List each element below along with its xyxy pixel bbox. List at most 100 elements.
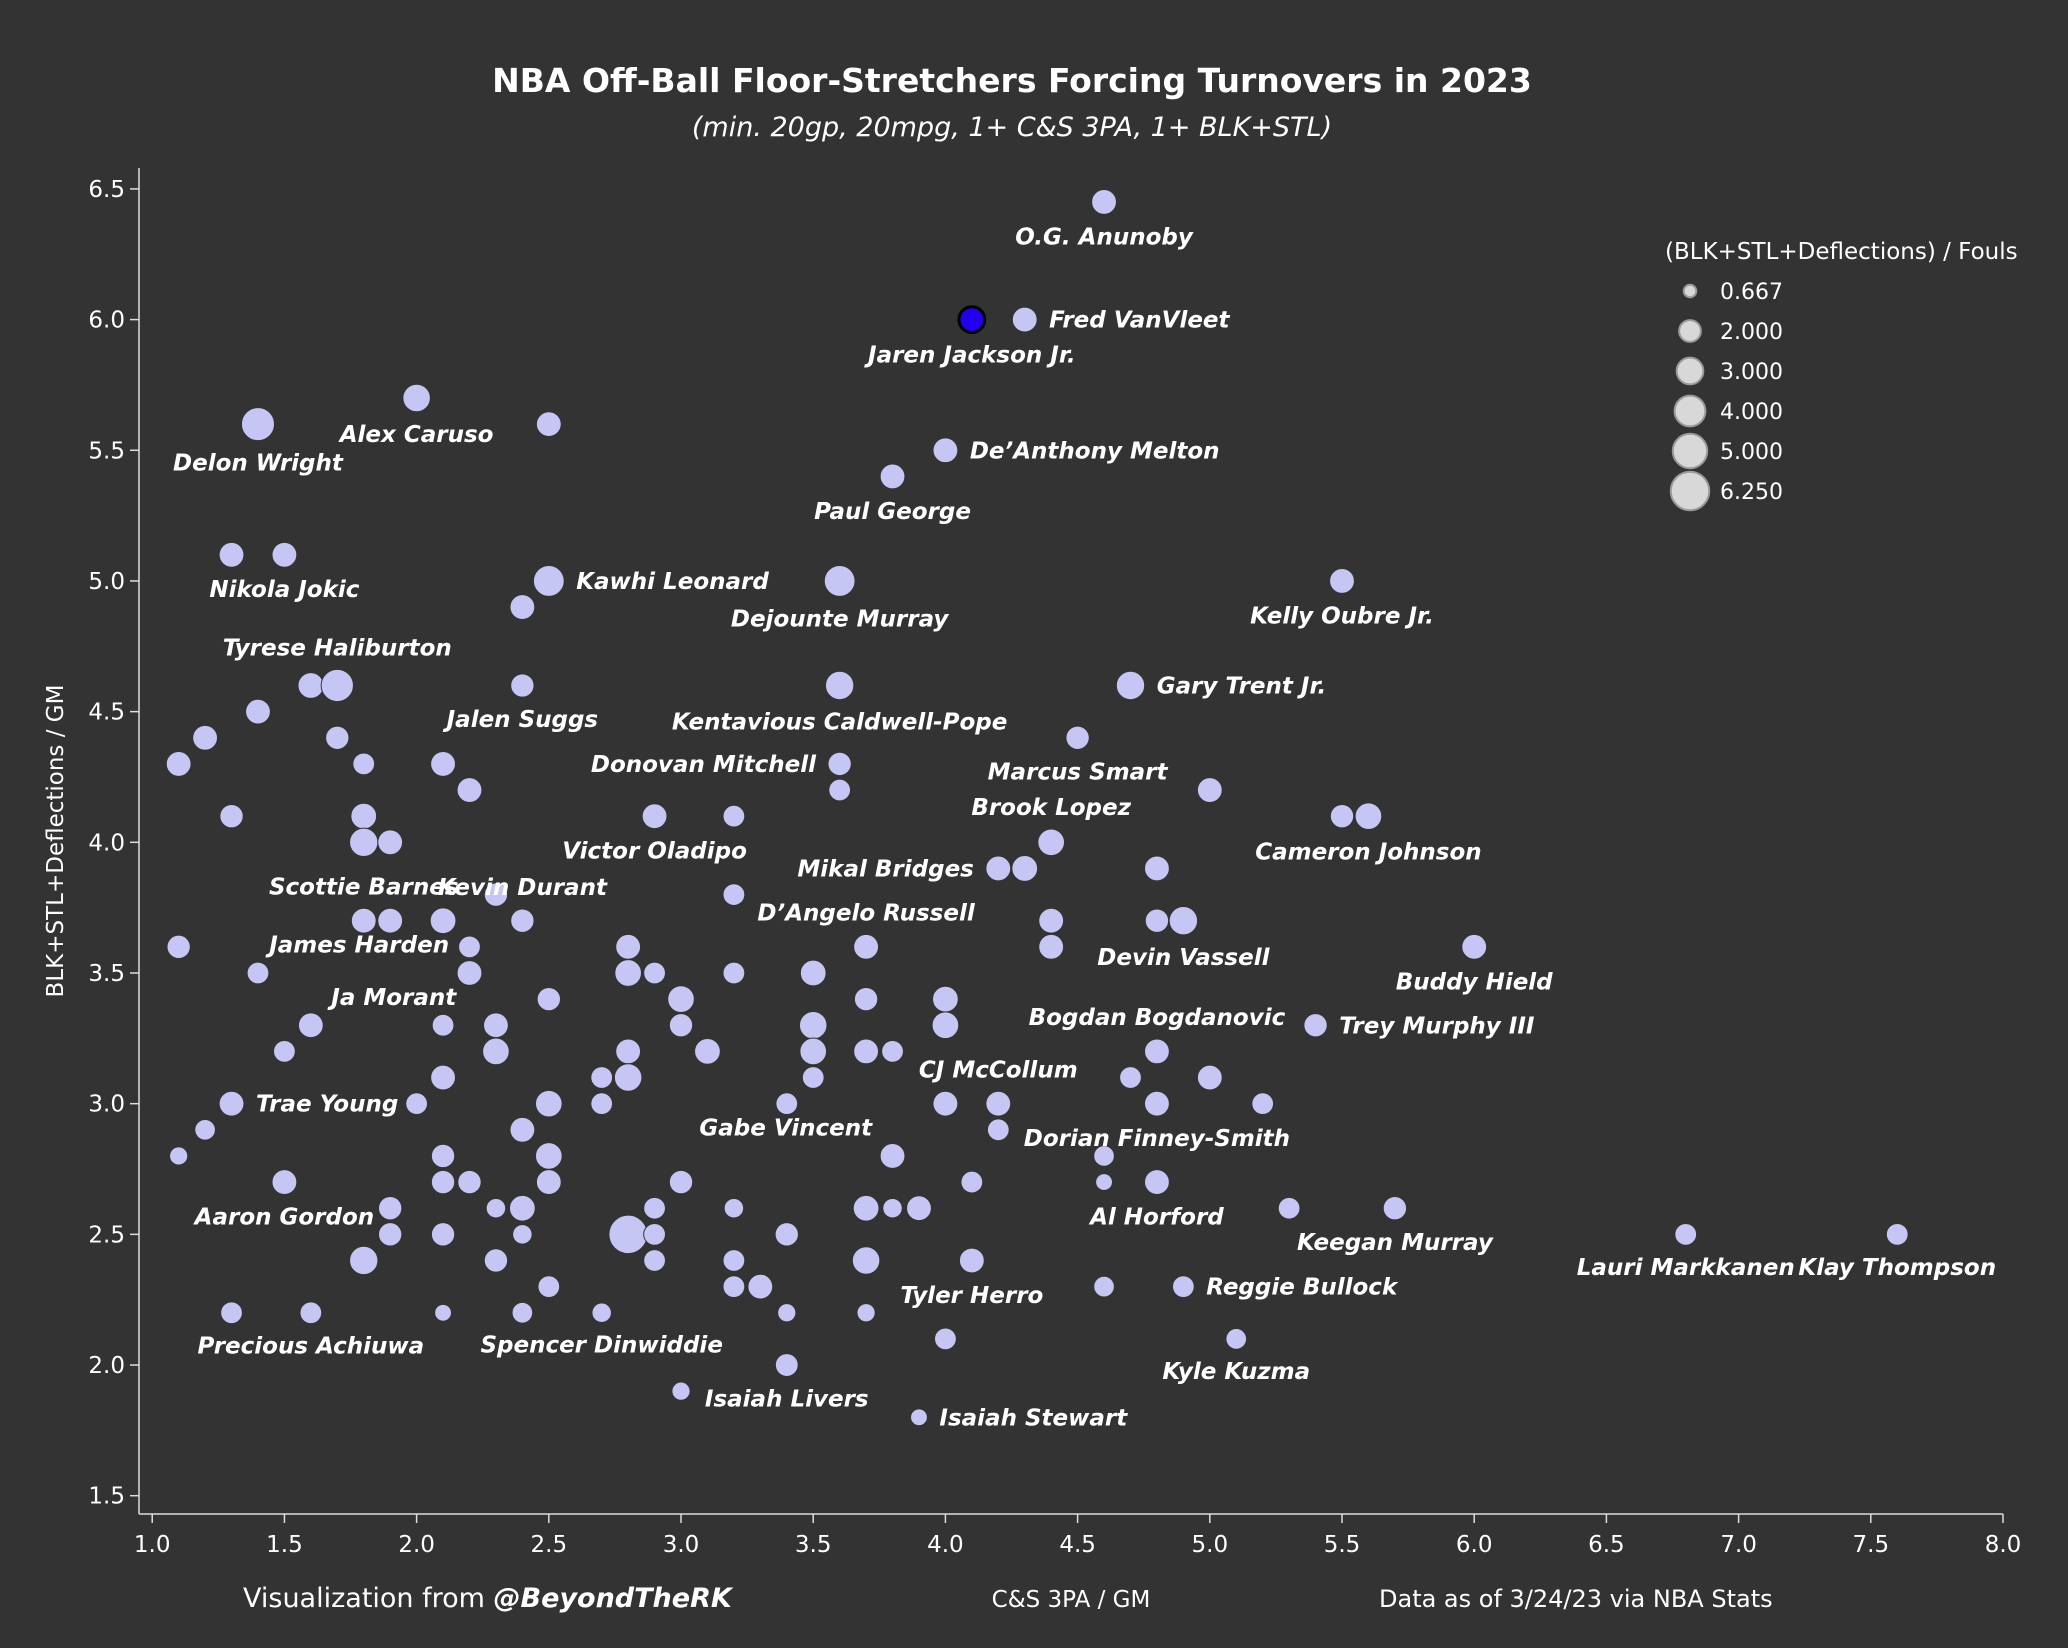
data-point bbox=[958, 1247, 985, 1274]
data-point bbox=[511, 1301, 534, 1324]
data-point bbox=[1168, 906, 1199, 936]
data-point bbox=[1277, 1196, 1301, 1220]
x-tick-label: 2.5 bbox=[531, 1532, 568, 1558]
point-label: Donovan Mitchell bbox=[591, 752, 817, 778]
data-point bbox=[1093, 1145, 1115, 1167]
credit-prefix: Visualization from bbox=[243, 1583, 494, 1614]
data-point bbox=[722, 1249, 746, 1272]
data-point bbox=[722, 961, 746, 985]
data-point bbox=[430, 1143, 456, 1169]
data-point bbox=[747, 1273, 774, 1300]
point-label: Klay Thompson bbox=[1798, 1255, 1996, 1281]
data-point bbox=[608, 1214, 648, 1255]
point-label: Tyler Herro bbox=[900, 1283, 1043, 1309]
x-axis-label: C&S 3PA / GM bbox=[992, 1587, 1151, 1613]
data-point bbox=[349, 827, 379, 858]
data-point bbox=[643, 1196, 666, 1220]
data-point bbox=[643, 1249, 666, 1272]
data-point bbox=[1144, 855, 1170, 882]
y-tick-label: 6.5 bbox=[88, 177, 125, 203]
x-tick-label: 8.0 bbox=[1985, 1532, 2022, 1558]
point-label: O.G. Anunoby bbox=[1015, 224, 1194, 250]
x-tick-label: 7.0 bbox=[1720, 1532, 1757, 1558]
data-point bbox=[986, 1118, 1010, 1142]
data-point bbox=[271, 1169, 298, 1195]
data-point bbox=[932, 985, 959, 1013]
point-label: Isaiah Stewart bbox=[939, 1405, 1128, 1431]
data-point bbox=[485, 1197, 507, 1219]
data-point bbox=[613, 1063, 643, 1092]
credit-handle: @BeyondTheRK bbox=[494, 1583, 734, 1614]
data-point bbox=[777, 1303, 797, 1323]
data-point bbox=[852, 1194, 880, 1222]
data-point bbox=[1091, 189, 1117, 215]
data-point bbox=[510, 673, 535, 698]
data-point bbox=[932, 1090, 959, 1117]
point-label: Devin Vassell bbox=[1097, 945, 1270, 971]
point-label: Lauri Markkanen bbox=[1577, 1255, 1795, 1281]
data-point bbox=[932, 437, 959, 464]
x-tick-label: 2.0 bbox=[398, 1532, 435, 1558]
data-point bbox=[1095, 1173, 1113, 1192]
data-point bbox=[934, 1327, 957, 1351]
point-label: Trae Young bbox=[256, 1092, 398, 1118]
point-label: Kelly Oubre Jr. bbox=[1250, 603, 1434, 629]
y-tick-label: 1.5 bbox=[88, 1484, 125, 1510]
y-tick-label: 2.0 bbox=[88, 1353, 125, 1379]
data-point bbox=[851, 1246, 881, 1275]
data-point bbox=[881, 1040, 904, 1063]
data-point bbox=[458, 935, 481, 959]
data-point bbox=[430, 750, 456, 777]
data-point bbox=[510, 908, 535, 933]
legend-label: 3.000 bbox=[1720, 360, 1783, 385]
data-point bbox=[668, 1013, 694, 1038]
data-point bbox=[1119, 1066, 1142, 1089]
data-point bbox=[430, 1169, 456, 1195]
data-point bbox=[456, 960, 483, 986]
data-point bbox=[798, 1010, 828, 1040]
credit: Visualization from @BeyondTheRK bbox=[243, 1583, 734, 1614]
data-point bbox=[1144, 1038, 1170, 1065]
data-point bbox=[534, 1089, 563, 1118]
x-tick-label: 3.5 bbox=[795, 1532, 832, 1558]
point-label: Trey Murphy III bbox=[1339, 1013, 1535, 1039]
data-point bbox=[827, 751, 852, 777]
y-tick-label: 6.0 bbox=[88, 308, 125, 334]
data-point bbox=[1171, 1275, 1195, 1299]
legend-label: 5.000 bbox=[1720, 440, 1783, 465]
data-point bbox=[671, 1381, 691, 1401]
data-point bbox=[985, 1090, 1012, 1117]
data-point bbox=[377, 1222, 403, 1247]
legend-circle bbox=[1678, 319, 1702, 343]
data-point bbox=[1038, 907, 1065, 934]
point-label: Gary Trent Jr. bbox=[1157, 673, 1327, 699]
data-point bbox=[1196, 1064, 1223, 1091]
data-point bbox=[534, 1142, 563, 1170]
data-point bbox=[1674, 1222, 1698, 1246]
data-point bbox=[297, 672, 325, 699]
x-tick-label: 4.0 bbox=[927, 1532, 964, 1558]
point-label: Ja Morant bbox=[327, 985, 457, 1011]
chart-title: NBA Off-Ball Floor-Stretchers Forcing Tu… bbox=[492, 61, 1532, 100]
data-point bbox=[512, 1224, 533, 1245]
point-label: Jaren Jackson Jr. bbox=[864, 342, 1076, 368]
point-label: Dorian Finney-Smith bbox=[1024, 1126, 1290, 1152]
y-tick-label: 4.0 bbox=[88, 830, 125, 856]
data-point bbox=[349, 1245, 379, 1276]
data-point bbox=[271, 541, 298, 568]
point-label: James Harden bbox=[265, 933, 449, 959]
data-point bbox=[801, 1066, 825, 1089]
data-point bbox=[1196, 777, 1223, 803]
chart-subtitle: (min. 20gp, 20mpg, 1+ C&S 3PA, 1+ BLK+ST… bbox=[692, 112, 1332, 143]
data-point bbox=[434, 1303, 452, 1322]
data-point bbox=[1065, 725, 1090, 750]
data-point bbox=[192, 724, 219, 751]
point-label: CJ McCollum bbox=[919, 1057, 1078, 1083]
data-point bbox=[535, 1169, 562, 1195]
legend-circle bbox=[1675, 356, 1705, 386]
data-point bbox=[775, 1092, 799, 1116]
point-label: Keegan Murray bbox=[1297, 1230, 1494, 1256]
data-point bbox=[377, 907, 404, 934]
